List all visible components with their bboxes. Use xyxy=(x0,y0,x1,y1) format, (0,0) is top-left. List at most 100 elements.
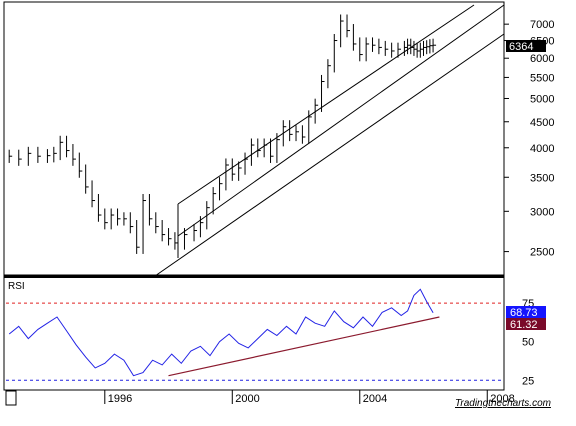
price-bar xyxy=(27,146,32,166)
rsi-value-box-2 xyxy=(506,318,546,330)
rsi-line xyxy=(8,288,434,377)
rsi-tick-label: 25 xyxy=(522,375,534,387)
rsi-tick-label: 50 xyxy=(522,337,534,349)
price-bar xyxy=(155,212,159,234)
time-tick-label: 2000 xyxy=(235,393,259,405)
channel-upper-line xyxy=(177,4,475,205)
price-panel-border xyxy=(3,1,505,276)
scroll-handle[interactable] xyxy=(5,390,17,406)
price-bar xyxy=(289,120,293,142)
price-bar xyxy=(359,37,363,62)
price-bar xyxy=(276,133,280,163)
price-bar xyxy=(97,194,102,222)
price-tick-label: 6000 xyxy=(530,53,554,65)
price-bar xyxy=(352,24,357,51)
price-bar xyxy=(419,42,424,58)
price-bar xyxy=(301,125,306,144)
rsi-lines xyxy=(8,288,440,377)
price-bar xyxy=(142,194,147,254)
price-bar xyxy=(219,177,223,201)
price-bar xyxy=(148,194,153,226)
price-tick-label: 4000 xyxy=(530,143,554,155)
rsi-value-box-1 xyxy=(506,306,546,318)
price-channel xyxy=(154,4,505,277)
price-bar xyxy=(129,212,134,234)
price-bar xyxy=(270,138,274,163)
price-tick-label: 5500 xyxy=(530,72,554,84)
price-tick-label: 5000 xyxy=(530,93,554,105)
rsi-reference-lines xyxy=(6,302,504,381)
price-bar xyxy=(413,40,417,56)
price-bar xyxy=(238,161,242,181)
price-tick-label: 7000 xyxy=(530,19,554,31)
price-bar xyxy=(378,38,382,55)
price-bar xyxy=(168,228,172,246)
indicator-panel-border xyxy=(3,275,505,391)
price-bar xyxy=(85,164,89,194)
price-bars xyxy=(8,14,437,254)
price-bar xyxy=(282,120,287,147)
price-bar xyxy=(72,144,76,166)
price-bar xyxy=(174,232,178,250)
price-bar xyxy=(244,152,249,175)
price-tick-label: 2500 xyxy=(530,247,554,259)
price-bar xyxy=(407,38,411,55)
price-bar xyxy=(37,146,41,163)
watermark: Tradingthecharts.com xyxy=(455,398,551,409)
price-bar xyxy=(403,40,408,56)
price-bar xyxy=(193,224,198,242)
price-bar xyxy=(78,152,83,178)
last-price-label: 6364 xyxy=(509,41,533,53)
rsi-trendline xyxy=(168,316,440,377)
price-bar xyxy=(263,138,268,158)
price-bar xyxy=(123,212,127,226)
price-bar xyxy=(410,38,414,55)
price-bar xyxy=(346,14,351,38)
last-price-box xyxy=(506,40,546,52)
price-bar xyxy=(397,42,402,58)
price-axis: 2500300035004000450050005500600065007000 xyxy=(504,19,554,259)
price-bar xyxy=(206,201,210,230)
price-bar xyxy=(321,74,325,112)
price-bar xyxy=(110,208,115,230)
price-bar xyxy=(8,149,13,163)
price-bar xyxy=(365,37,370,62)
price-bar xyxy=(231,158,236,181)
time-axis: 1996 2000 2004 2008 xyxy=(4,389,515,405)
time-tick-label: 1996 xyxy=(108,393,132,405)
price-bar xyxy=(161,220,166,242)
price-bar xyxy=(59,135,64,161)
price-bar xyxy=(327,59,331,89)
price-bar xyxy=(117,208,121,226)
price-bar xyxy=(104,208,108,230)
rsi-title: RSI xyxy=(8,281,25,292)
price-bar xyxy=(333,34,338,73)
time-tick-label: 2008 xyxy=(490,393,514,405)
rsi-value-label-2: 61.32 xyxy=(510,319,538,331)
price-bar xyxy=(416,42,421,58)
price-bar xyxy=(199,216,204,238)
price-bar xyxy=(384,40,389,56)
price-bar xyxy=(46,149,51,163)
channel-mid-line xyxy=(177,4,505,237)
price-bar xyxy=(250,138,255,166)
price-bar xyxy=(391,42,395,58)
price-bar xyxy=(314,98,319,124)
price-bar xyxy=(426,40,430,55)
price-bar xyxy=(136,220,140,254)
price-bar xyxy=(423,40,427,56)
price-bar xyxy=(257,138,261,158)
price-bar xyxy=(372,37,376,52)
price-bar xyxy=(225,158,229,191)
price-bar xyxy=(432,38,437,53)
price-bar xyxy=(429,39,433,54)
time-tick-label: 2004 xyxy=(363,393,387,405)
price-bar xyxy=(295,125,300,142)
price-bar xyxy=(91,180,96,208)
price-bar xyxy=(212,187,217,215)
price-bar xyxy=(66,135,70,158)
rsi-value-label-1: 68.73 xyxy=(510,307,538,319)
price-tick-label: 3500 xyxy=(530,172,554,184)
